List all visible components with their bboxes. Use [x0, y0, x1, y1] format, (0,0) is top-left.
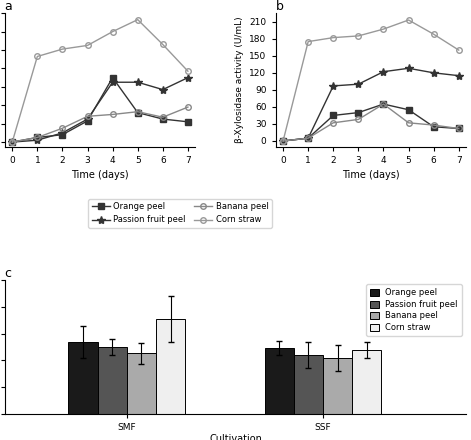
Orange peel [381, 102, 386, 107]
Orange peel [280, 138, 286, 143]
Banana peel [406, 120, 411, 125]
Orange peel [406, 107, 411, 112]
Passion fruit peel [381, 69, 386, 74]
Corn straw [9, 139, 15, 145]
Banana peel [381, 102, 386, 107]
Orange peel [305, 136, 311, 141]
Passion fruit peel [456, 73, 462, 78]
Passion fruit peel [406, 66, 411, 71]
Banana peel [305, 136, 311, 141]
Bar [323, 358, 352, 414]
Passion fruit peel [185, 75, 191, 80]
Corn straw [85, 43, 90, 48]
Banana peel [135, 109, 140, 114]
Passion fruit peel [9, 139, 15, 145]
Corn straw [356, 33, 361, 39]
Line: Passion fruit peel: Passion fruit peel [279, 64, 463, 145]
Banana peel [431, 122, 437, 128]
Line: Corn straw: Corn straw [280, 17, 462, 144]
Line: Banana peel: Banana peel [280, 101, 462, 144]
Bar [68, 341, 97, 414]
Corn straw [305, 39, 311, 44]
Line: Orange peel: Orange peel [280, 101, 462, 144]
Text: b: b [276, 0, 284, 13]
Line: Banana peel: Banana peel [9, 104, 191, 145]
Passion fruit peel [34, 138, 40, 143]
Orange peel [185, 119, 191, 125]
Bar [97, 347, 127, 414]
Bar [352, 349, 382, 414]
X-axis label: Time (days): Time (days) [71, 170, 129, 180]
Y-axis label: β-Xylosidase activity (U/mL): β-Xylosidase activity (U/mL) [235, 17, 244, 143]
Legend: Orange peel, Passion fruit peel, Banana peel, Corn straw: Orange peel, Passion fruit peel, Banana … [88, 199, 272, 228]
Passion fruit peel [135, 80, 140, 85]
Orange peel [160, 117, 166, 122]
Banana peel [280, 138, 286, 143]
Bar [265, 348, 294, 414]
Orange peel [356, 110, 361, 115]
Banana peel [331, 120, 336, 125]
Orange peel [331, 113, 336, 118]
Passion fruit peel [110, 80, 115, 85]
X-axis label: Time (days): Time (days) [342, 170, 400, 180]
Banana peel [110, 112, 115, 117]
Corn straw [456, 48, 462, 53]
Banana peel [456, 126, 462, 131]
X-axis label: Cultivation: Cultivation [209, 434, 262, 440]
Corn straw [406, 17, 411, 22]
Corn straw [185, 69, 191, 74]
Banana peel [356, 117, 361, 122]
Passion fruit peel [280, 138, 286, 143]
Corn straw [381, 26, 386, 32]
Orange peel [110, 75, 115, 80]
Banana peel [85, 114, 90, 119]
Orange peel [9, 139, 15, 145]
Bar [294, 355, 323, 414]
Corn straw [280, 138, 286, 143]
Legend: Orange peel, Passion fruit peel, Banana peel, Corn straw: Orange peel, Passion fruit peel, Banana … [366, 284, 462, 336]
Line: Passion fruit peel: Passion fruit peel [8, 73, 192, 146]
Banana peel [185, 104, 191, 110]
Line: Orange peel: Orange peel [9, 75, 191, 145]
Corn straw [135, 17, 140, 22]
Passion fruit peel [160, 87, 166, 92]
Passion fruit peel [305, 136, 311, 141]
Orange peel [85, 118, 90, 124]
Corn straw [431, 32, 437, 37]
Banana peel [160, 114, 166, 120]
Passion fruit peel [85, 117, 90, 122]
Passion fruit peel [60, 130, 65, 136]
Orange peel [34, 135, 40, 140]
Banana peel [34, 135, 40, 140]
Line: Corn straw: Corn straw [9, 17, 191, 145]
Corn straw [34, 54, 40, 59]
Bar [156, 319, 185, 414]
Banana peel [9, 139, 15, 145]
Orange peel [135, 110, 140, 115]
Corn straw [331, 35, 336, 40]
Orange peel [60, 132, 65, 137]
Bar [127, 353, 156, 414]
Orange peel [456, 126, 462, 131]
Passion fruit peel [331, 83, 336, 88]
Text: a: a [5, 0, 12, 13]
Orange peel [431, 124, 437, 129]
Corn straw [60, 47, 65, 52]
Corn straw [160, 42, 166, 47]
Corn straw [110, 29, 115, 34]
Passion fruit peel [431, 70, 437, 76]
Text: c: c [5, 267, 12, 280]
Passion fruit peel [356, 81, 361, 87]
Banana peel [60, 125, 65, 131]
